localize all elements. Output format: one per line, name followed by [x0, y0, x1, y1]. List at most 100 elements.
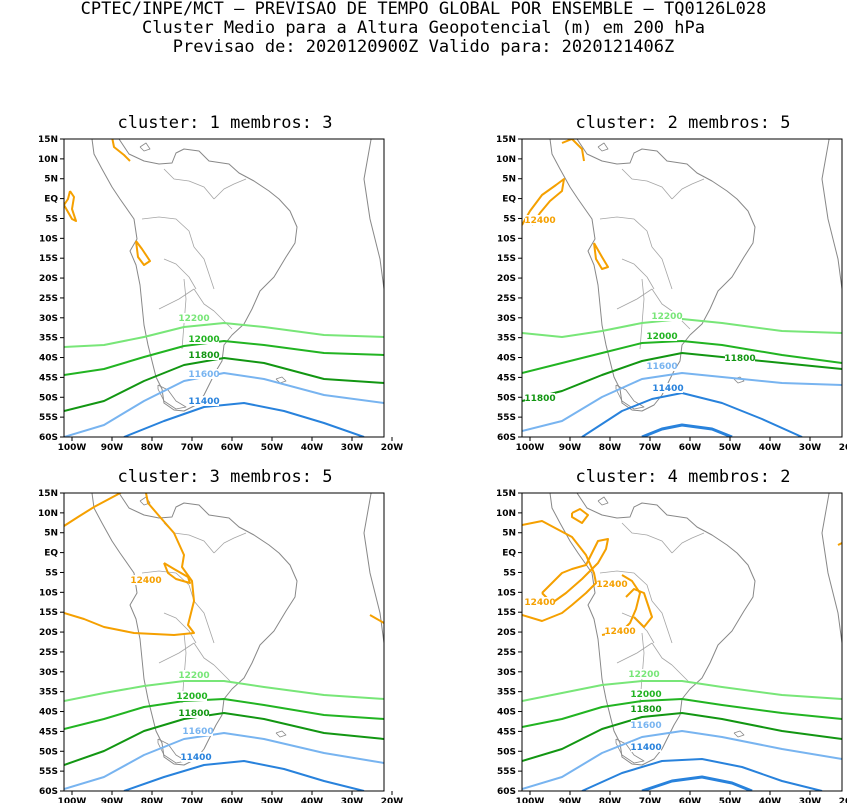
- lat-tick-label: 35S: [497, 334, 516, 344]
- lat-tick-label: 35S: [39, 688, 58, 698]
- contour-label-12000: 12000: [646, 332, 677, 342]
- lon-tick-label: 30W: [799, 797, 822, 803]
- lon-tick-label: 40W: [759, 797, 782, 803]
- contour-label-11800: 11800: [188, 351, 219, 361]
- lat-tick-label: 35S: [39, 334, 58, 344]
- lat-tick-label: 40S: [39, 708, 58, 718]
- lat-tick-label: 40S: [497, 354, 516, 364]
- lat-tick-label: EQ: [44, 549, 58, 559]
- lat-tick-label: 5S: [45, 214, 58, 224]
- lon-tick-label: 60W: [679, 797, 702, 803]
- lat-tick-label: 45S: [39, 727, 58, 737]
- lat-tick-label: EQ: [502, 195, 516, 205]
- lat-tick-label: 20S: [39, 274, 58, 284]
- contour-label-12000: 12000: [188, 335, 219, 345]
- lon-tick-label: 50W: [719, 797, 742, 803]
- header-line-1: CPTEC/INPE/MCT – PREVISAO DE TEMPO GLOBA…: [80, 0, 767, 19]
- lat-tick-label: 15N: [38, 135, 58, 145]
- lon-tick-label: 50W: [719, 443, 742, 453]
- lat-tick-label: 25S: [497, 648, 516, 658]
- contour-label-11600: 11600: [182, 727, 213, 737]
- lat-tick-label: 5N: [502, 175, 516, 185]
- lat-tick-label: 5S: [45, 568, 58, 578]
- lat-tick-label: 40S: [497, 708, 516, 718]
- lat-tick-label: 10N: [496, 155, 516, 165]
- lat-tick-label: 15S: [497, 254, 516, 264]
- contour-label-12000: 12000: [176, 692, 207, 702]
- lat-tick-label: 5S: [503, 214, 516, 224]
- panel-title-2: cluster: 2 membros: 5: [575, 113, 791, 133]
- lon-tick-label: 60W: [221, 797, 244, 803]
- map-frame: [63, 492, 385, 792]
- contour-label-11800: 11800: [524, 394, 555, 404]
- contour-label-12400: 12400: [524, 598, 555, 608]
- lon-tick-label: 50W: [261, 443, 284, 453]
- contour-label-12400: 12400: [596, 580, 627, 590]
- lat-tick-label: 15S: [39, 254, 58, 264]
- lon-tick-label: 70W: [639, 443, 662, 453]
- lat-tick-label: 55S: [39, 767, 58, 777]
- lat-tick-label: 5N: [44, 529, 58, 539]
- lon-tick-label: 100W: [516, 443, 545, 453]
- lat-tick-label: 15N: [38, 489, 58, 499]
- lat-tick-label: 30S: [497, 314, 516, 324]
- lon-tick-label: 30W: [341, 797, 364, 803]
- lat-tick-label: 10S: [39, 588, 58, 598]
- map-frame: [521, 138, 843, 438]
- contour-label-11600: 11600: [630, 721, 661, 731]
- lat-tick-label: 10S: [497, 588, 516, 598]
- lon-tick-label: 60W: [221, 443, 244, 453]
- contour-label-11400: 11400: [652, 384, 683, 394]
- lat-tick-label: 50S: [39, 393, 58, 403]
- lat-tick-label: 10N: [496, 509, 516, 519]
- panel-title-3: cluster: 3 membros: 5: [117, 467, 333, 487]
- lat-tick-label: 60S: [497, 787, 516, 797]
- lon-tick-label: 80W: [599, 797, 622, 803]
- lat-tick-label: 15S: [497, 608, 516, 618]
- lat-tick-label: 30S: [39, 668, 58, 678]
- lat-tick-label: 40S: [39, 354, 58, 364]
- panel-title-4: cluster: 4 membros: 2: [575, 467, 791, 487]
- lat-tick-label: 45S: [497, 727, 516, 737]
- lon-tick-label: 90W: [101, 797, 124, 803]
- lat-tick-label: 60S: [39, 787, 58, 797]
- map-frame: [521, 492, 843, 792]
- lon-tick-label: 80W: [141, 443, 164, 453]
- lon-tick-label: 40W: [301, 443, 324, 453]
- contour-label-11800: 11800: [630, 705, 661, 715]
- lon-tick-label: 100W: [58, 797, 87, 803]
- panel-title-1: cluster: 1 membros: 3: [117, 113, 333, 133]
- lat-tick-label: 25S: [39, 648, 58, 658]
- lat-tick-label: 10S: [497, 234, 516, 244]
- lon-tick-label: 100W: [58, 443, 87, 453]
- lon-tick-label: 20W: [839, 443, 847, 453]
- lon-tick-label: 90W: [559, 443, 582, 453]
- lat-tick-label: 15N: [496, 489, 516, 499]
- lat-tick-label: 60S: [497, 433, 516, 443]
- map-panel-2: 15N 10N 5N EQ 5S 10S 15S 20S 25S 30S 35S 40S 45S 50S 5…: [496, 135, 847, 453]
- lat-tick-label: 30S: [497, 668, 516, 678]
- lat-tick-label: 50S: [497, 747, 516, 757]
- figure-header: CPTEC/INPE/MCT – PREVISAO DE TEMPO GLOBA…: [0, 0, 847, 57]
- map-panel-3: 15N 10N 5N EQ 5S 10S 15S 20S 25S 30S 35S 40S 45S 50S 5…: [38, 489, 403, 803]
- contour-label-12200: 12200: [628, 670, 659, 680]
- contour-label-12400: 12400: [604, 627, 635, 637]
- lon-tick-label: 20W: [381, 443, 404, 453]
- lat-tick-label: 30S: [39, 314, 58, 324]
- lon-tick-label: 90W: [101, 443, 124, 453]
- lat-tick-label: 45S: [39, 373, 58, 383]
- contour-label-12400: 12400: [130, 576, 161, 586]
- lon-tick-label: 20W: [839, 797, 847, 803]
- header-line-2: Cluster Medio para a Altura Geopotencial…: [142, 18, 705, 38]
- lat-tick-label: 5N: [502, 529, 516, 539]
- lat-tick-label: 35S: [497, 688, 516, 698]
- lon-tick-label: 30W: [799, 443, 822, 453]
- contour-label-12400: 12400: [524, 216, 555, 226]
- lat-tick-label: 10S: [39, 234, 58, 244]
- lat-tick-label: 15S: [39, 608, 58, 618]
- lat-tick-label: 60S: [39, 433, 58, 443]
- lon-tick-label: 50W: [261, 797, 284, 803]
- lat-tick-label: 50S: [39, 747, 58, 757]
- lon-tick-label: 80W: [141, 797, 164, 803]
